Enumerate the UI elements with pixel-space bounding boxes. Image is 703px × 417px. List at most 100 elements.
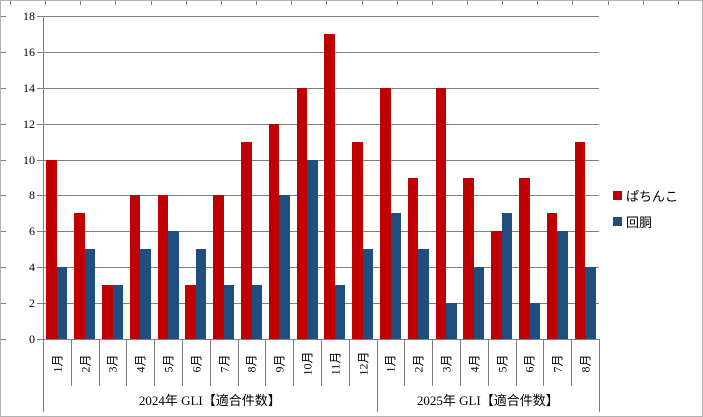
bar-kaidou — [390, 213, 401, 339]
category-separator — [70, 339, 72, 386]
x-category-label: 5月 — [488, 341, 516, 385]
category-separator — [209, 339, 211, 386]
bar-kaidou — [307, 159, 318, 339]
chart-border-tick — [1, 51, 6, 53]
x-category-label-text: 5月 — [161, 353, 176, 373]
chart-border-tick — [1, 339, 6, 340]
bar-kaidou — [56, 267, 68, 339]
y-tick-label: 12 — [23, 116, 35, 131]
bar-kaidou — [251, 285, 262, 339]
y-axis-tick — [37, 159, 43, 161]
gridline — [43, 303, 599, 305]
bar-pachinko — [324, 33, 335, 339]
x-category-label: 4月 — [460, 341, 488, 385]
top-axis-tick — [326, 1, 328, 5]
bar-pachinko — [129, 195, 141, 339]
top-axis-tick — [291, 1, 293, 5]
category-separator — [376, 339, 378, 412]
bar-kaidou — [84, 249, 96, 339]
x-category-label: 9月 — [265, 341, 293, 385]
gridline — [43, 16, 599, 17]
bar-kaidou — [529, 303, 540, 339]
x-category-label-text: 6月 — [189, 353, 204, 373]
bar-kaidou — [557, 231, 568, 339]
bar-pachinko — [213, 195, 224, 339]
y-axis-tick — [37, 303, 43, 305]
bar-kaidou — [279, 195, 290, 339]
chart-border-tick — [1, 231, 6, 233]
x-category-label-text: 9月 — [272, 353, 287, 373]
x-category-label-text: 1月 — [383, 353, 398, 373]
bar-kaidou — [362, 249, 374, 339]
top-axis-tick — [537, 1, 539, 5]
category-separator — [543, 339, 545, 386]
bar-pachinko — [296, 87, 308, 339]
legend-label-pachinko: ぱちんこ — [626, 188, 679, 204]
bar-pachinko — [380, 87, 391, 339]
bar-pachinko — [435, 87, 447, 339]
top-axis-tick — [677, 1, 679, 5]
bar-pachinko — [574, 141, 586, 339]
y-axis-tick — [37, 51, 43, 53]
legend-swatch-pachinko — [613, 190, 622, 200]
x-category-label: 1月 — [43, 341, 71, 385]
gridline — [43, 87, 599, 89]
y-tick-label: 0 — [29, 332, 35, 346]
legend-label-kaidou: 回胴 — [626, 214, 653, 230]
y-tick-label: 4 — [29, 260, 35, 275]
bar-kaidou — [446, 303, 457, 339]
bar-kaidou — [418, 249, 429, 339]
category-separator — [237, 339, 239, 386]
x-category-label-text: 3月 — [439, 353, 454, 373]
bar-pachinko — [185, 285, 196, 339]
x-category-label-text: 11月 — [328, 351, 343, 375]
legend-item-kaidou: 回胴 — [613, 213, 678, 230]
category-separator — [460, 339, 461, 386]
bar-pachinko — [519, 177, 530, 339]
group-label-2024: 2024年 GLI【適合件数】 — [138, 392, 281, 408]
x-category-label: 10月 — [293, 341, 321, 385]
x-category-label-text: 4月 — [133, 353, 148, 373]
y-axis-tick — [37, 16, 43, 17]
bar-pachinko — [157, 195, 169, 339]
category-separator — [154, 339, 156, 386]
chart-border-tick — [1, 195, 6, 197]
bar-pachinko — [491, 231, 502, 339]
y-axis-line — [43, 16, 44, 412]
top-axis-tick — [80, 1, 82, 5]
bar-pachinko — [268, 123, 280, 339]
bar-pachinko — [546, 213, 558, 339]
x-category-label: 2月 — [71, 341, 99, 385]
y-tick-label: 10 — [23, 152, 35, 167]
top-axis-tick — [396, 1, 398, 5]
chart-border-tick — [1, 267, 6, 269]
top-axis-tick — [502, 1, 504, 5]
category-separator — [571, 339, 573, 386]
top-axis-tick — [466, 1, 468, 5]
x-category-label: 8月 — [571, 341, 599, 385]
top-axis-tick — [115, 1, 117, 5]
top-axis-tick — [642, 1, 644, 5]
gridline — [43, 231, 599, 233]
x-category-label-text: 6月 — [522, 353, 537, 373]
gridline — [43, 159, 599, 161]
top-axis-tick — [220, 1, 222, 5]
gridline — [43, 51, 599, 53]
x-category-label-text: 8月 — [578, 353, 593, 373]
bar-pachinko — [241, 141, 252, 339]
x-category-label-text: 5月 — [495, 353, 510, 373]
legend-swatch-kaidou — [613, 216, 622, 226]
category-separator — [321, 339, 322, 386]
x-category-label: 7月 — [210, 341, 238, 385]
x-category-label: 8月 — [238, 341, 266, 385]
category-separator — [98, 339, 100, 386]
bar-kaidou — [334, 285, 346, 339]
legend: ぱちんこ 回胴 — [613, 187, 678, 239]
gridline — [43, 123, 599, 125]
gridline — [43, 267, 599, 269]
x-category-label: 3月 — [432, 341, 460, 385]
top-axis-tick — [572, 1, 574, 5]
x-category-label-text: 2月 — [78, 353, 93, 373]
x-category-label: 2月 — [404, 341, 432, 385]
bar-pachinko — [74, 213, 85, 339]
